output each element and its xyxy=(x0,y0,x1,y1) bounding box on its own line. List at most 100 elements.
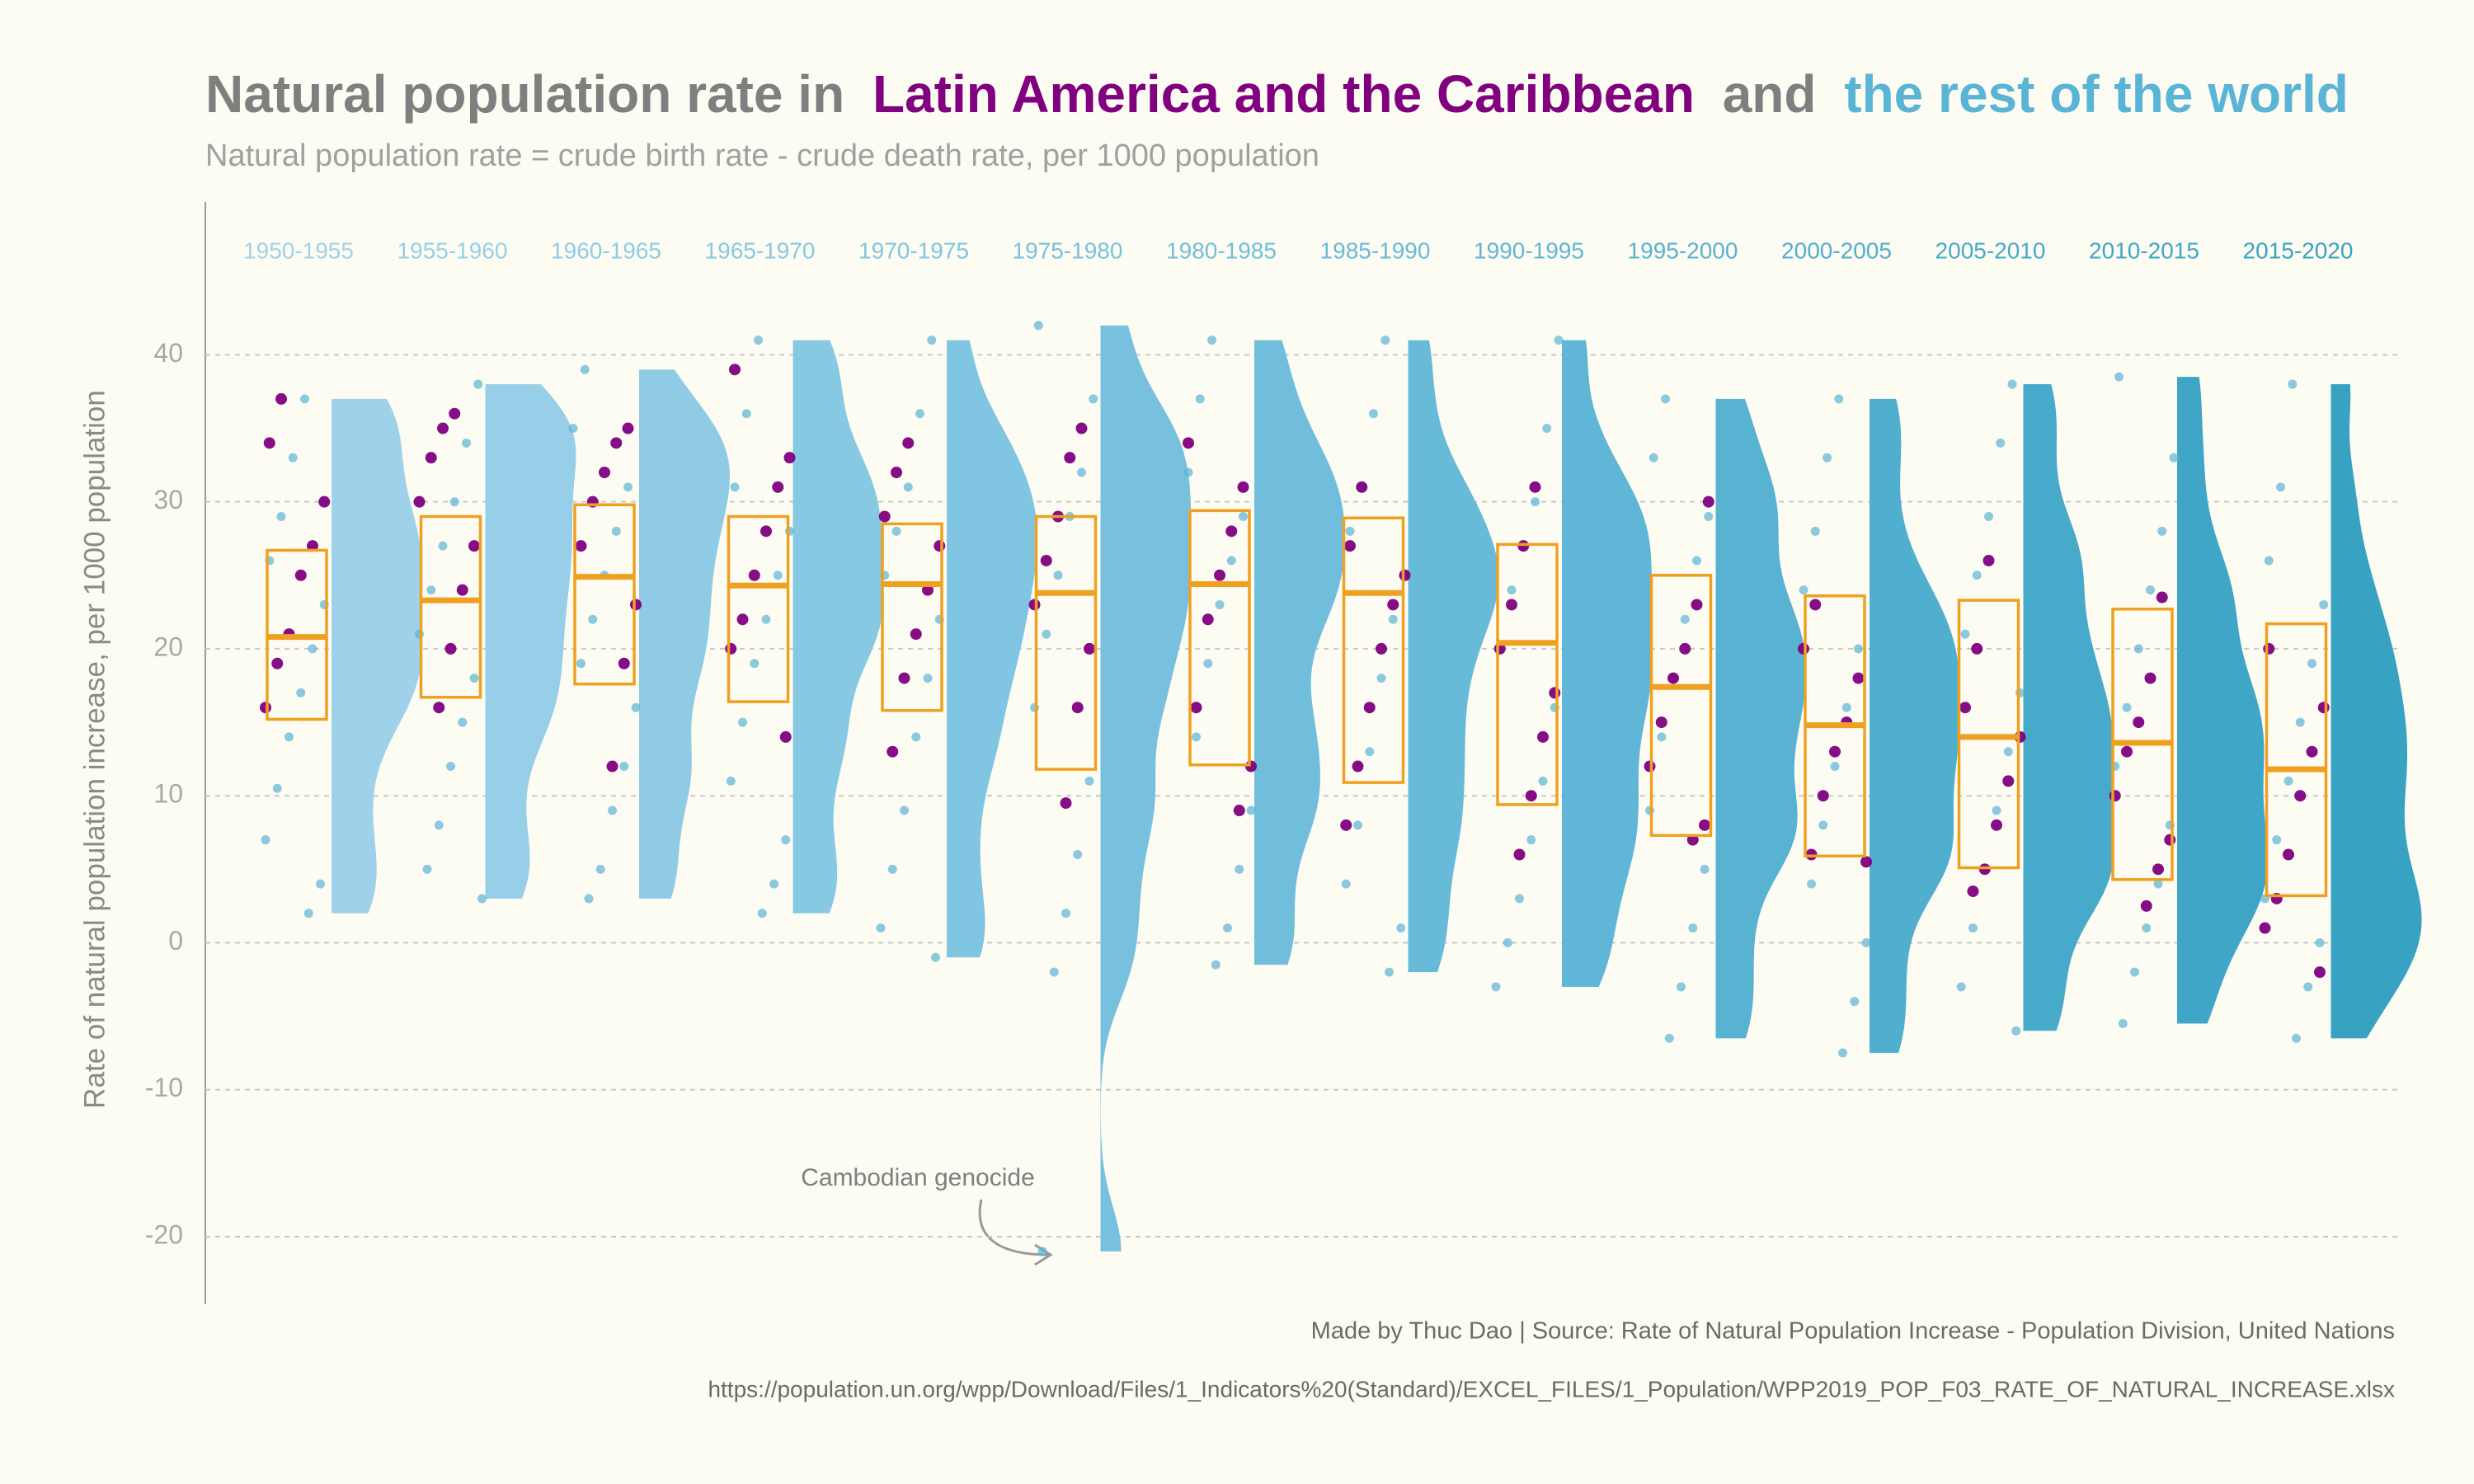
point xyxy=(741,409,751,419)
point xyxy=(606,760,618,773)
point xyxy=(2142,923,2152,933)
point xyxy=(316,879,325,889)
point xyxy=(303,909,313,918)
point xyxy=(1235,864,1244,874)
point xyxy=(1677,982,1686,992)
point xyxy=(2284,776,2293,786)
point xyxy=(1246,805,1256,815)
point xyxy=(2264,556,2274,566)
point xyxy=(1525,790,1537,802)
point xyxy=(2314,966,2326,979)
point xyxy=(1959,702,1971,714)
point xyxy=(422,864,432,874)
point xyxy=(911,732,921,742)
point xyxy=(1380,336,1390,345)
point xyxy=(2169,453,2179,463)
point xyxy=(1237,481,1249,493)
point xyxy=(263,437,275,449)
point xyxy=(622,422,634,434)
point xyxy=(260,702,271,714)
point xyxy=(1399,569,1411,581)
point xyxy=(1061,909,1070,918)
point xyxy=(2272,835,2282,845)
x-category-label: 2000-2005 xyxy=(1781,237,1892,263)
point xyxy=(1028,599,1041,611)
point xyxy=(1679,642,1691,655)
point xyxy=(1042,629,1051,639)
point xyxy=(1984,511,1993,521)
box xyxy=(2265,622,2328,898)
point xyxy=(738,717,747,727)
point xyxy=(610,437,623,449)
point xyxy=(1996,438,2006,448)
box xyxy=(1496,542,1559,806)
point xyxy=(473,379,483,389)
point xyxy=(285,732,294,742)
point xyxy=(891,467,902,479)
point xyxy=(1037,1247,1047,1256)
x-category-label: 2015-2020 xyxy=(2243,237,2354,263)
point xyxy=(2140,899,2152,912)
point xyxy=(2292,1033,2301,1043)
x-category-label: 1995-2000 xyxy=(1628,237,1738,263)
point xyxy=(931,952,940,962)
y-tick-label: -10 xyxy=(145,1073,183,1102)
point xyxy=(462,438,471,448)
point xyxy=(294,569,307,581)
point xyxy=(1818,820,1828,830)
box xyxy=(1342,516,1405,784)
title-part: Natural population rate in xyxy=(205,64,844,124)
point xyxy=(1861,937,1871,947)
point xyxy=(772,481,784,493)
x-category-label: 1950-1955 xyxy=(243,237,354,263)
point xyxy=(1353,820,1362,830)
point xyxy=(1202,613,1214,626)
point xyxy=(1529,481,1541,493)
point xyxy=(1396,923,1406,933)
point xyxy=(1834,394,1844,404)
point xyxy=(1956,982,1966,992)
title-series: the rest of the world xyxy=(1844,64,2349,124)
point xyxy=(1084,776,1094,786)
point xyxy=(580,364,590,374)
x-category-label: 1960-1965 xyxy=(551,237,661,263)
point xyxy=(2164,834,2176,846)
point xyxy=(1971,642,1983,655)
point xyxy=(631,702,641,712)
box xyxy=(1188,509,1251,767)
violin xyxy=(2177,377,2268,1024)
point xyxy=(1340,819,1352,831)
point xyxy=(785,526,794,536)
point xyxy=(1667,672,1679,684)
point xyxy=(1207,336,1216,345)
point xyxy=(1223,923,1232,933)
point xyxy=(1810,526,1820,536)
violin xyxy=(2331,384,2422,1039)
x-category-label: 1955-1960 xyxy=(397,237,508,263)
point xyxy=(934,540,946,552)
point xyxy=(611,526,621,536)
point xyxy=(588,614,598,624)
point xyxy=(2118,1019,2128,1029)
x-category-label: 1970-1975 xyxy=(858,237,969,263)
point xyxy=(595,864,605,874)
point xyxy=(1211,960,1221,970)
point xyxy=(1203,659,1213,669)
point xyxy=(599,467,610,479)
point xyxy=(1388,614,1398,624)
point xyxy=(1531,497,1540,507)
point xyxy=(433,702,445,714)
point xyxy=(1830,762,1840,772)
point xyxy=(903,482,913,492)
violin xyxy=(1870,398,1960,1054)
point xyxy=(2152,863,2164,876)
point xyxy=(1829,745,1841,758)
point xyxy=(271,657,284,669)
point xyxy=(1089,394,1098,404)
box xyxy=(881,522,943,712)
point xyxy=(1183,437,1194,449)
point xyxy=(1854,644,1863,654)
point xyxy=(1852,672,1865,684)
point xyxy=(915,409,924,419)
